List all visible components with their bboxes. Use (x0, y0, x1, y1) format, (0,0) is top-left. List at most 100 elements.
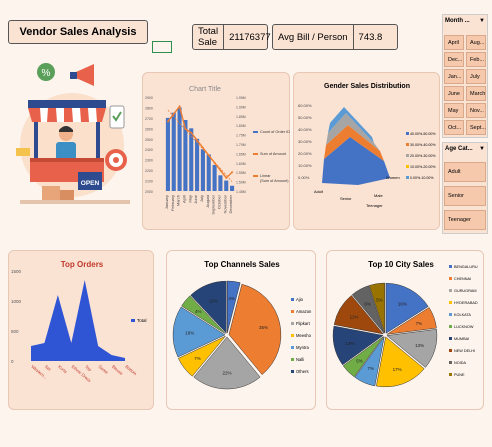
pie-data-label: 11% (350, 315, 359, 320)
pie-data-label: 7% (367, 366, 374, 371)
gender-y-tick: 40.00% (298, 127, 312, 132)
pie-legend-label: CHENNAI (454, 277, 471, 281)
pie-legend-label: LUCKNOW (454, 325, 474, 329)
orders-y-tick: 1000 (11, 299, 22, 304)
month-slicer-item[interactable]: Aug... (466, 35, 486, 50)
right-tick-label: 1.65M (236, 152, 246, 156)
percent-badge-icon (37, 63, 55, 81)
left-tick-label: 2500 (145, 138, 153, 142)
left-tick-label: 2900 (145, 96, 153, 100)
pie-slice (228, 283, 282, 375)
avg-bill-label: Avg Bill / Person (273, 25, 354, 49)
pie-legend-swatch (291, 334, 294, 337)
avg-bill-value: 743.8 (358, 31, 383, 43)
amount-point (225, 176, 228, 179)
legend-label: Linear (Sum of Amount) (260, 174, 289, 183)
top-orders-title: Top Orders (61, 260, 104, 269)
month-slicer-item[interactable]: April (444, 35, 464, 50)
amount-point (231, 171, 234, 174)
pie-legend-swatch (291, 358, 294, 361)
count-bar (189, 128, 194, 191)
pie-legend-swatch (449, 313, 452, 316)
gender-x-label: Adult (314, 189, 324, 194)
right-tick-label: 1.85M (236, 115, 246, 119)
city-chart-title: Top 10 City Sales (368, 260, 434, 269)
legend-swatch (253, 131, 258, 133)
month-slicer-item[interactable]: March (466, 86, 486, 101)
pie-legend-label: MUMBAI (454, 337, 469, 341)
gender-chart-title: Gender Sales Distribution (324, 83, 410, 90)
pie-legend-swatch (291, 370, 294, 373)
legend-label: Sum of Amount (260, 152, 287, 156)
month-slicer-item[interactable]: May (444, 103, 464, 118)
megaphone-icon (70, 64, 94, 86)
pie-slice (332, 325, 384, 366)
filter-icon[interactable]: ▼ (479, 18, 485, 24)
amount-point (178, 105, 181, 108)
orders-x-tick: Set (44, 364, 53, 372)
pie-legend-label: BENGALURU (454, 265, 478, 269)
age-slicer-item[interactable]: Adult (444, 162, 486, 182)
orders-x-tick: Bottom (124, 364, 138, 377)
dashboard-title-text: Vendor Sales Analysis (19, 26, 137, 38)
left-tick-label: 2300 (145, 159, 153, 163)
month-slicer-item[interactable]: Sept... (466, 120, 486, 135)
left-tick-label: 2400 (145, 148, 153, 152)
count-bar (165, 117, 170, 191)
pie-slice (368, 282, 385, 334)
month-tick-label: April (181, 195, 186, 203)
total-sale-label: Total Sale (193, 25, 225, 49)
gender-legend-swatch (406, 176, 409, 179)
right-tick-label: 1.60M (236, 162, 246, 166)
age-slicer-item[interactable]: Senior (444, 186, 486, 206)
selected-cell[interactable] (152, 41, 172, 53)
month-slicer-item[interactable]: Oct... (444, 120, 464, 135)
pie-slice (178, 335, 226, 377)
channels-chart-title: Top Channels Sales (204, 260, 280, 269)
pie-data-label: 7% (416, 321, 423, 326)
month-slicer-item[interactable]: Dec... (444, 52, 464, 67)
orders-legend-label: Total (137, 318, 147, 323)
right-tick-label: 1.75M (236, 134, 246, 138)
gender-z-label: Male (374, 193, 383, 198)
shop-awning-icon (28, 100, 106, 122)
month-tick-label: May (187, 195, 192, 203)
month-slicer-item[interactable]: July (466, 69, 486, 84)
pie-data-label: 6% (364, 301, 371, 306)
gender-z-label: Women (386, 175, 400, 180)
gender-chart-panel: Gender Sales Distribution 60.00% 50.00% 40… (293, 72, 440, 230)
month-tick-label: September (211, 194, 216, 214)
pie-slice (181, 295, 226, 334)
gender-y-tick: 20.00% (298, 151, 312, 156)
month-slicer-item[interactable]: Jan... (444, 69, 464, 84)
pie-legend-label: Others (296, 369, 309, 374)
month-slicer-item[interactable]: Feb... (466, 52, 486, 67)
pie-legend-label: NOIDA (454, 361, 466, 365)
left-tick-label: 2600 (145, 127, 153, 131)
month-slicer-title: Month ... (445, 18, 470, 24)
month-slicer-item[interactable]: Nov... (466, 103, 486, 118)
pie-legend-label: KOLKATA (454, 313, 471, 317)
target-icon (105, 149, 127, 171)
left-tick-label: 2100 (145, 180, 153, 184)
month-tick-label: March (176, 195, 181, 206)
gender-legend-swatch (406, 154, 409, 157)
vendor-person-icon (56, 126, 76, 160)
pie-legend-swatch (449, 289, 452, 292)
count-bar (200, 149, 205, 191)
pie-legend-label: HYDERABAD (454, 301, 478, 305)
pie-legend-swatch (449, 361, 452, 364)
pie-data-label: 5% (376, 297, 383, 302)
pie-data-label: 16% (185, 331, 194, 336)
age-slicer-title: Age Cat... (445, 146, 473, 152)
gender-y-tick: 10.00% (298, 163, 312, 168)
right-tick-label: 1.50M (236, 181, 246, 185)
month-slicer-item[interactable]: June (444, 86, 464, 101)
left-tick-label: 2800 (145, 106, 153, 110)
amount-point (166, 120, 169, 123)
filter-icon[interactable]: ▼ (479, 146, 485, 152)
gender-y-tick: 60.00% (298, 103, 312, 108)
age-slicer-item[interactable]: Teenager (444, 210, 486, 230)
pie-data-label: 12% (209, 298, 218, 303)
month-tick-label: October (216, 194, 221, 209)
